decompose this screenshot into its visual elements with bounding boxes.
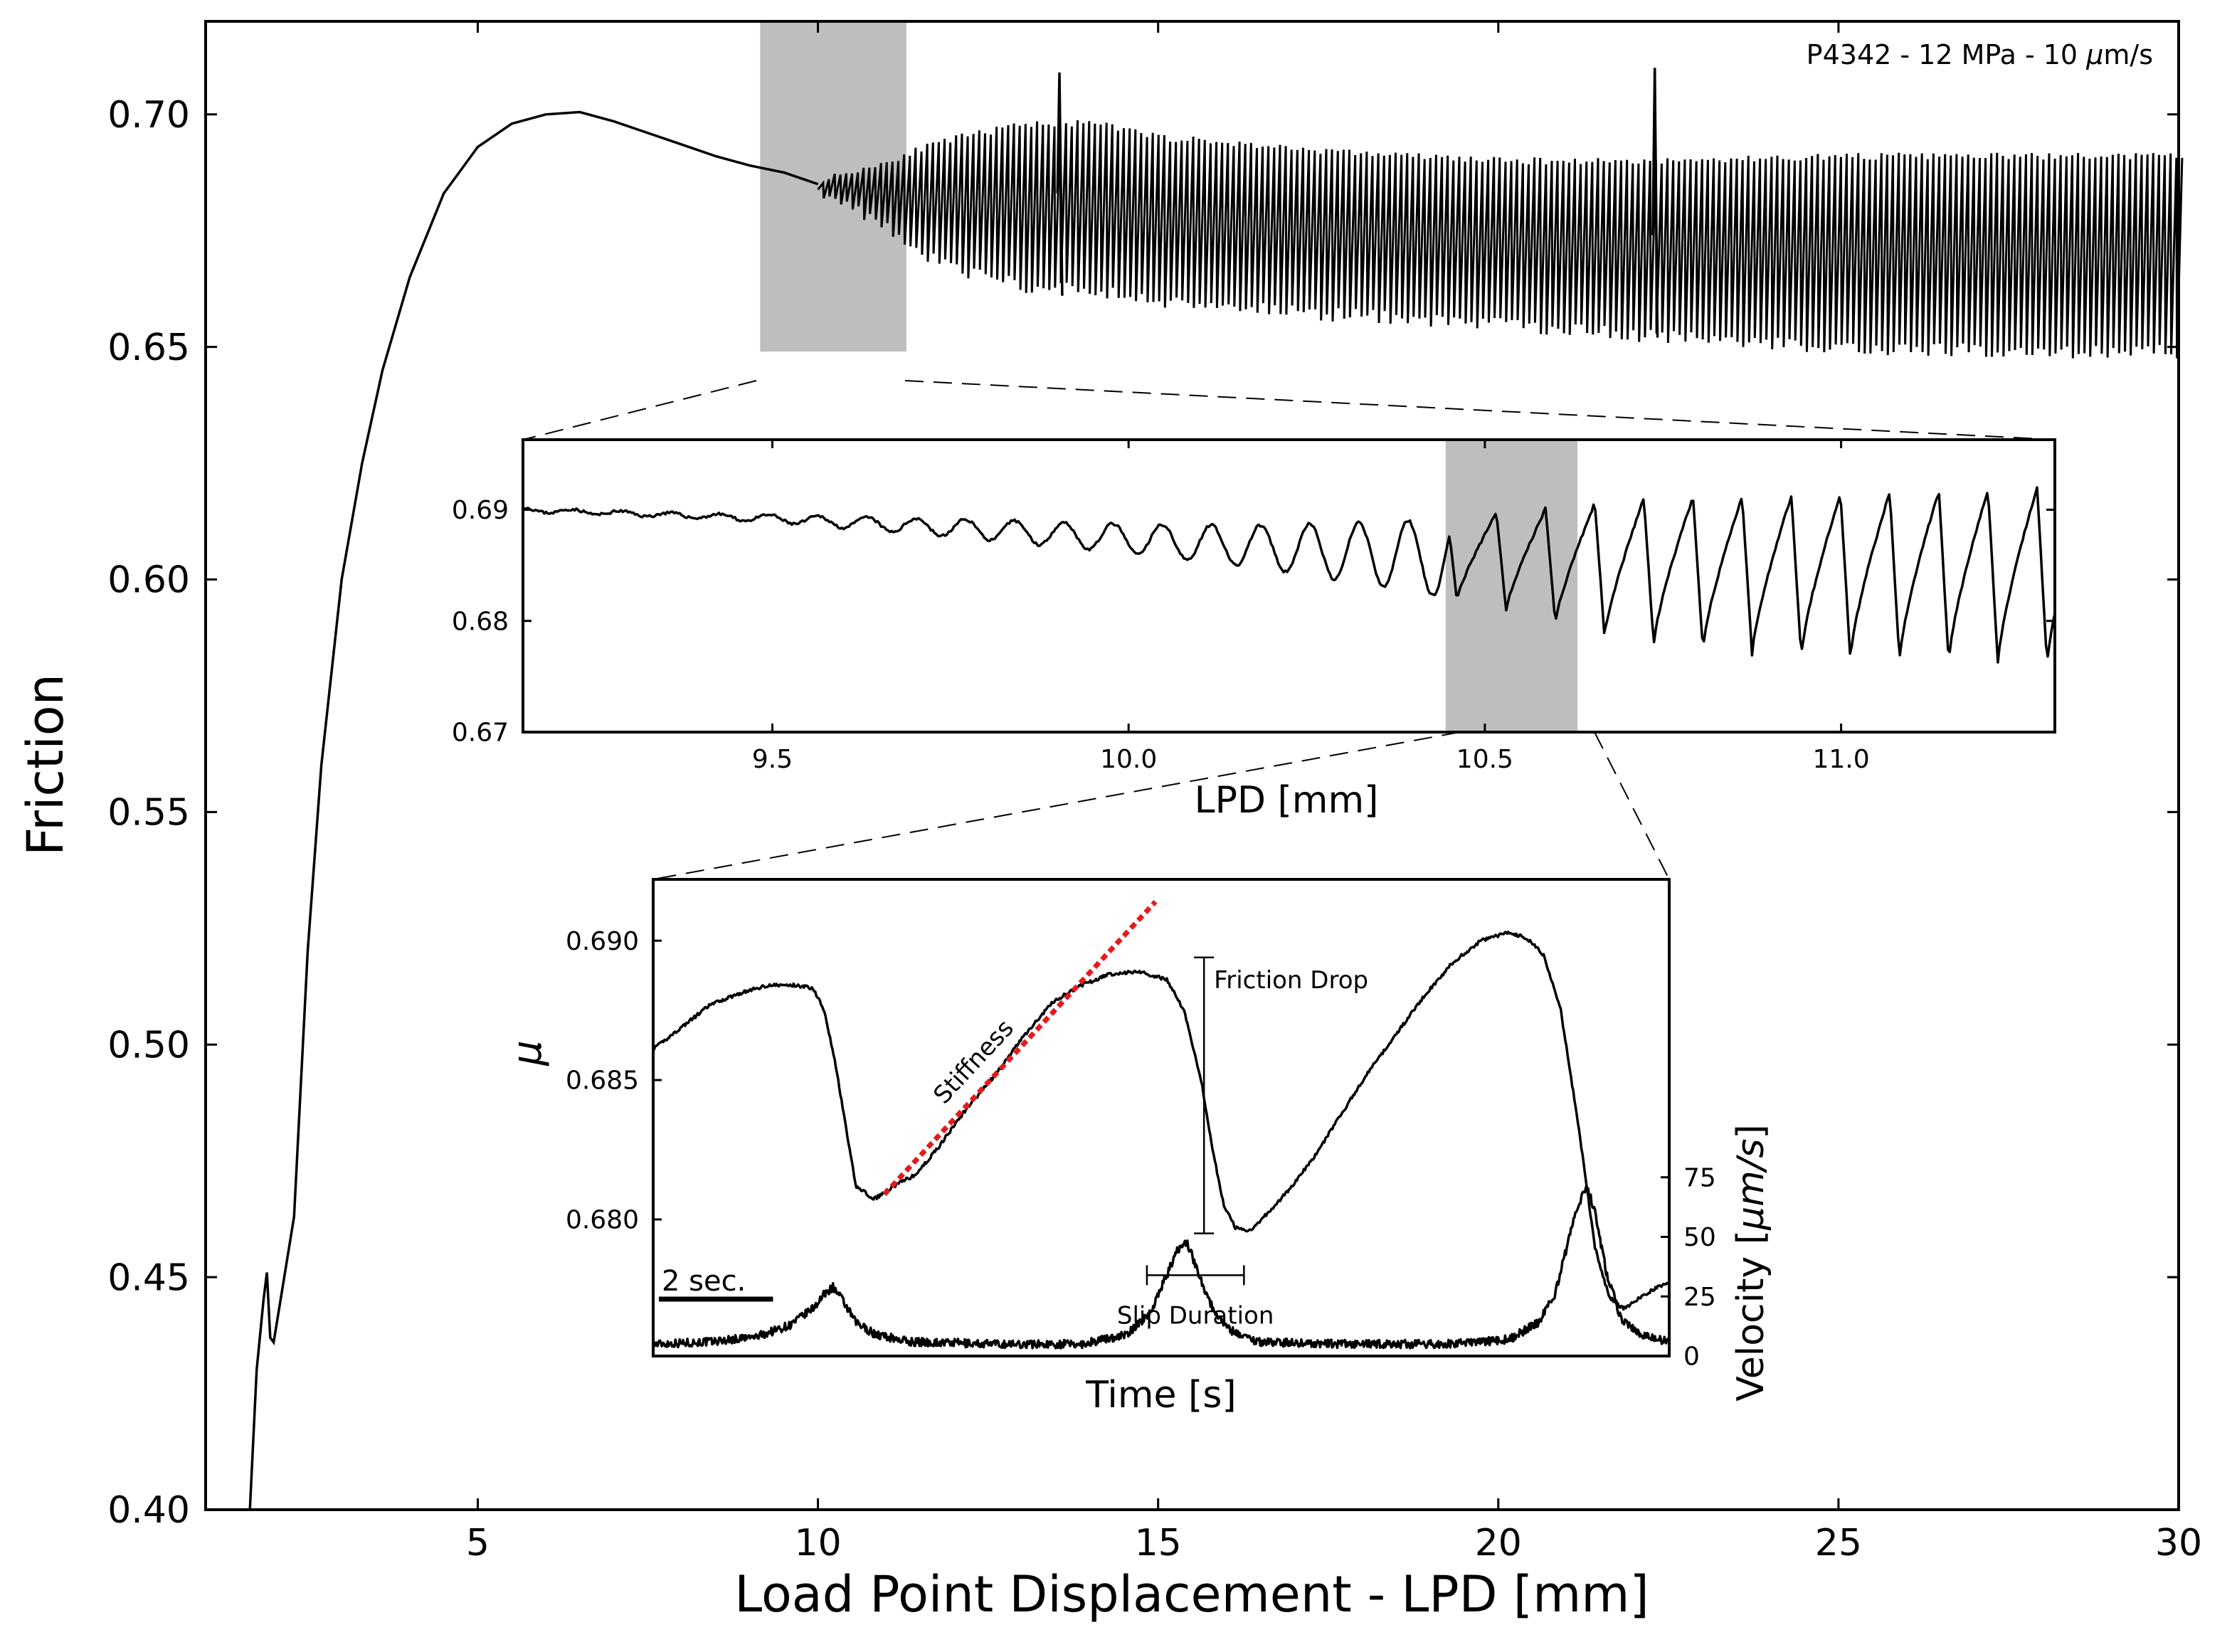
main-y-tick-label: 0.40: [107, 1489, 190, 1532]
stiffness-fit-line: [882, 899, 1158, 1197]
zoom-connector-2: [652, 731, 1670, 880]
lpd-inset: 9.5 10.0 10.5 11.0 0.67 0.68 0.69 LPD [mm]: [452, 438, 2056, 822]
friction-drop-label: Friction Drop: [1214, 966, 1368, 995]
main-x-tick-2: 15: [1135, 21, 1182, 1564]
main-plot-frame: [204, 20, 2180, 1511]
time-right-y-tick-3: 75: [1661, 1163, 1716, 1192]
slip-duration-label: Slip Duration: [1117, 1301, 1274, 1330]
lpd-inset-x-axis-label: LPD [mm]: [1195, 779, 1379, 822]
lpd-x-tick-label: 10.5: [1456, 745, 1513, 774]
lpd-inset-frame: [522, 438, 2056, 734]
velocity-curve: [652, 1185, 1670, 1350]
lpd-y-tick-label: 0.67: [452, 719, 509, 748]
lpd-x-tick-1: 10.0: [1100, 440, 1157, 774]
main-x-tick-label: 10: [795, 1522, 842, 1564]
main-x-axis: 5 10 15 20 25 30: [466, 21, 2202, 1564]
main-plot: 5 10 15 20 25 30 0.40 0.45 0.50 0.55 0.60 0.65 0.70…: [16, 20, 2202, 1624]
lpd-x-tick-label: 10.0: [1100, 745, 1157, 774]
main-y-tick-label: 0.55: [107, 792, 190, 835]
main-curve-steady: [248, 110, 819, 1510]
lpd-x-tick-label: 11.0: [1813, 745, 1870, 774]
main-curve-spike-1: [1651, 68, 1659, 338]
lpd-y-tick-label: 0.68: [452, 607, 509, 636]
main-y-tick-label: 0.45: [107, 1256, 190, 1299]
main-x-tick-1: 10: [795, 21, 842, 1564]
lpd-inset-friction-curve: [522, 486, 2056, 664]
time-inset-background: [653, 879, 1669, 1356]
main-y-tick-5: 0.65: [107, 327, 2179, 369]
time-inset-right-axis-label: Velocity [μm/s]: [1730, 1124, 1772, 1401]
lpd-x-tick-3: 11.0: [1813, 440, 1870, 774]
main-x-tick-label: 30: [2155, 1522, 2202, 1564]
mu-curve: [652, 931, 1670, 1311]
main-y-axis: 0.40 0.45 0.50 0.55 0.60 0.65 0.70: [107, 94, 2179, 1532]
time-inset-y-axis-label: μ: [504, 1040, 551, 1066]
lpd-y-tick-2: 0.69: [452, 496, 2055, 525]
lpd-x-tick-2: 10.5: [1456, 440, 1513, 774]
main-x-tick-5: 30: [2155, 21, 2202, 1564]
main-y-tick-6: 0.70: [107, 94, 2179, 137]
main-x-tick-label: 20: [1475, 1522, 1522, 1564]
time-y-tick-0: 0.680: [566, 1206, 662, 1235]
main-y-axis-label: Friction: [16, 674, 75, 856]
time-scalebar-label: 2 sec.: [662, 1265, 746, 1298]
main-curve-stick-slip: [817, 120, 2184, 359]
time-right-y-tick-label: 75: [1683, 1163, 1716, 1192]
main-x-tick-label: 25: [1815, 1522, 1862, 1564]
lpd-x-tick-label: 9.5: [752, 745, 793, 774]
time-y-tick-1: 0.685: [566, 1066, 662, 1096]
main-x-tick-3: 20: [1475, 21, 1522, 1564]
time-y-tick-label: 0.685: [566, 1066, 639, 1096]
main-y-tick-label: 0.60: [107, 559, 190, 602]
time-right-y-tick-label: 0: [1683, 1343, 1700, 1372]
main-curve-spike-0: [1056, 72, 1064, 296]
time-right-y-tick-1: 25: [1661, 1283, 1716, 1312]
lpd-x-tick-0: 9.5: [752, 440, 793, 774]
slip-duration-bar: [1146, 1265, 1245, 1286]
time-inset-frame: [652, 878, 1671, 1357]
lpd-y-tick-label: 0.69: [452, 496, 509, 525]
time-inset-right-axis: 0 25 50 75: [1661, 1163, 1716, 1372]
lpd-inset-y-axis: 0.67 0.68 0.69: [452, 496, 2055, 748]
main-y-tick-label: 0.70: [107, 94, 190, 137]
time-inset-left-axis: 0.680 0.685 0.690: [566, 927, 662, 1235]
main-x-tick-0: 5: [466, 21, 490, 1564]
main-y-tick-3: 0.55: [107, 792, 2179, 835]
main-x-tick-4: 25: [1815, 21, 1862, 1564]
lpd-y-tick-1: 0.68: [452, 607, 2055, 636]
friction-drop-bar: [1194, 956, 1215, 1234]
lpd-inset-highlight-region: [1445, 440, 1578, 732]
lpd-inset-background: [523, 440, 2055, 732]
main-y-tick-2: 0.50: [107, 1024, 2179, 1066]
lpd-inset-x-axis: 9.5 10.0 10.5 11.0: [752, 440, 1870, 774]
main-annotation: P4342 - 12 MPa - 10 μm/s: [1807, 39, 2153, 70]
time-inset: 2 sec. Stiffness Friction Drop Slip Dura…: [504, 878, 1772, 1417]
main-y-tick-label: 0.65: [107, 327, 190, 369]
lpd-y-tick-0: 0.67: [452, 719, 2055, 748]
zoom-connector-1: [522, 380, 2056, 440]
main-y-tick-0: 0.40: [107, 1489, 2179, 1532]
main-y-tick-1: 0.45: [107, 1256, 2179, 1299]
time-right-y-tick-0: 0: [1661, 1343, 1700, 1372]
main-y-tick-label: 0.50: [107, 1024, 190, 1066]
main-friction-curve: [248, 68, 2184, 1510]
time-right-y-tick-label: 50: [1683, 1223, 1716, 1252]
main-y-tick-4: 0.60: [107, 559, 2179, 602]
time-right-y-tick-label: 25: [1683, 1283, 1716, 1312]
time-y-tick-label: 0.690: [566, 927, 639, 956]
main-x-axis-label: Load Point Displacement - LPD [mm]: [734, 1565, 1649, 1624]
time-y-tick-label: 0.680: [566, 1206, 639, 1235]
main-x-tick-label: 15: [1135, 1522, 1182, 1564]
time-y-tick-2: 0.690: [566, 927, 662, 956]
time-inset-x-axis-label: Time [s]: [1085, 1374, 1236, 1417]
main-x-tick-label: 5: [466, 1522, 490, 1564]
time-right-y-tick-2: 50: [1661, 1223, 1716, 1252]
